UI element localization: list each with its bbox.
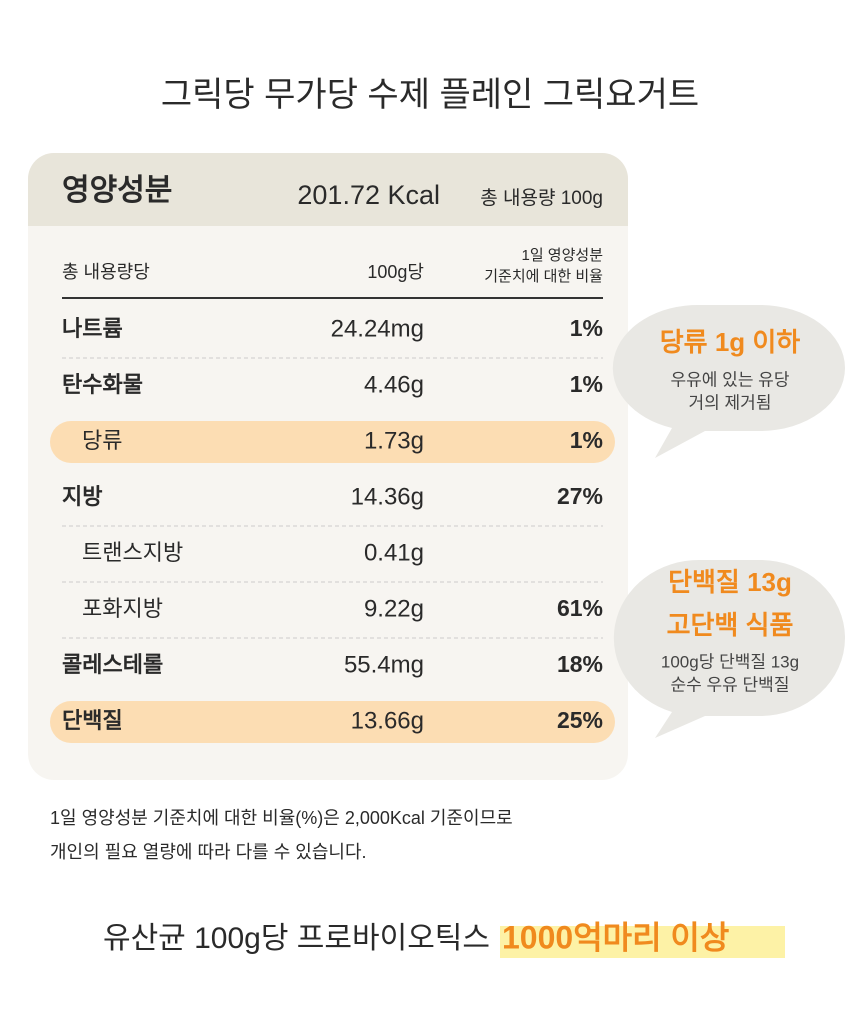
row-value: 14.36g [351,483,424,510]
header-name: 총 내용량당 [62,262,150,282]
footnote: 개인의 필요 열량에 따라 다를 수 있습니다. [50,842,367,862]
row-name: 콜레스테롤 [62,652,163,677]
row-name: 트랜스지방 [82,540,183,565]
row-value: 24.24mg [331,315,424,342]
row-value: 1.73g [364,427,424,454]
callout-body: 거의 제거됨 [689,393,772,412]
row-name: 포화지방 [82,596,163,621]
footer-highlight: 1000억마리 이상 [502,919,729,955]
title: 그릭당 무가당 수제 플레인 그릭요거트 [161,76,699,114]
row-percent: 61% [557,595,603,621]
callout-bubble [612,304,845,458]
highlight-bar [500,926,785,958]
header-percent: 1일 영양성분 [521,247,603,264]
row-percent: 27% [557,483,603,509]
row-name: 단백질 [62,708,123,733]
row-percent: 1% [570,427,603,453]
row-percent: 18% [557,651,603,677]
row-name: 지방 [62,484,102,509]
card-label: 영양성분 [62,174,172,207]
callout-title: 고단백 식품 [667,610,794,640]
total: 총 내용량 100g [480,187,603,209]
card-header [28,153,628,226]
row-highlight [50,701,615,743]
card [28,153,628,780]
row-value: 13.66g [351,707,424,734]
callout-title: 단백질 13g [668,567,792,597]
row-percent: 1% [570,315,603,341]
row-highlight [50,421,615,463]
row-value: 55.4mg [344,651,424,678]
callout-body: 100g당 단백질 13g [661,652,799,671]
calories: 201.72 Kcal [297,180,440,210]
rows: 나트륨 24.24mg 1% 탄수화물 4.46g 1% 당류 1.73g 1% 지방 14.36g… [50,315,615,743]
row-value: 9.22g [364,595,424,622]
row-value: 4.46g [364,371,424,398]
callout-body: 우유에 있는 유당 [671,370,790,389]
row-name: 나트륨 [62,316,123,341]
header-value: 100g당 [367,262,424,282]
row-name: 탄수화물 [62,372,143,397]
callout-title: 당류 1g 이하 [660,327,801,357]
row-percent: 1% [570,371,603,397]
row-name: 당류 [82,428,122,453]
header-percent: 기준치에 대한 비율 [484,268,603,285]
row-percent: 25% [557,707,603,733]
footnote: 1일 영양성분 기준치에 대한 비율(%)은 2,000Kcal 기준이므로 [50,808,513,828]
callout-bubble [613,559,845,738]
footer-text: 유산균 100g당 프로바이오틱스 [103,922,490,955]
callout-body: 순수 우유 단백질 [671,675,790,694]
row-value: 0.41g [364,539,424,566]
